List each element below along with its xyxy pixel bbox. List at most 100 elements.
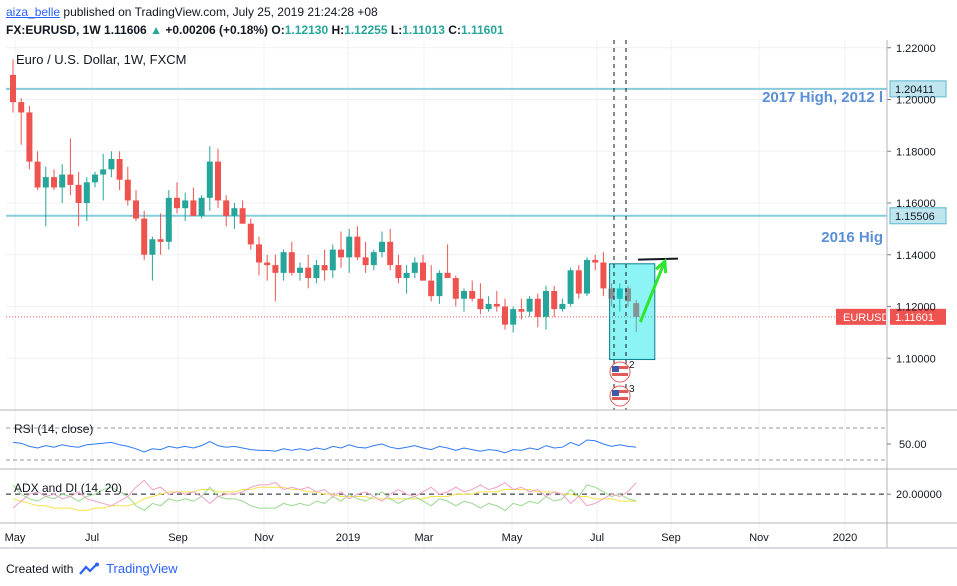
candle-body (223, 200, 230, 216)
candle-body (395, 265, 402, 279)
candle-body (280, 252, 287, 273)
candle-body (75, 184, 82, 204)
candle-body (272, 265, 279, 273)
candle-body (387, 241, 394, 266)
candle-body (329, 249, 336, 271)
time-tick-label: Sep (661, 532, 681, 544)
adx-series-minus-di (12, 479, 637, 509)
candle-body (452, 278, 459, 299)
time-axis: May Jul Sep Nov 2019 Mar May Jul Sep Nov 2020 (5, 532, 858, 544)
candle-body (10, 74, 16, 103)
level-price-label: 1.20411 (895, 84, 934, 96)
candle-body (288, 252, 295, 273)
candle-body (584, 259, 590, 294)
candle-body (108, 159, 115, 170)
candle-body (477, 298, 484, 310)
candle-body (526, 298, 533, 312)
candle-body (559, 303, 566, 310)
time-tick-label: Nov (254, 532, 274, 544)
rsi-label: RSI (14, close) (14, 422, 93, 436)
candle-body (592, 259, 599, 263)
candle-body (575, 270, 582, 294)
candle-body (469, 290, 476, 299)
chart-title: Euro / U.S. Dollar, 1W, FXCM (16, 52, 187, 67)
rsi-pane: 50.00 (6, 427, 927, 461)
candle-body (141, 218, 148, 255)
candle-body (370, 252, 377, 266)
candle-body (231, 208, 238, 216)
rsi-tick-label: 50.00 (899, 439, 927, 451)
candles-layer (10, 59, 640, 333)
open-value: 1.12130 (284, 23, 329, 37)
candle-body (338, 249, 344, 258)
last-price: 1.11606 (104, 23, 147, 37)
candle-body (305, 267, 312, 279)
candle-body (165, 197, 172, 242)
time-tick-label: 2019 (336, 532, 360, 544)
trend-line (637, 257, 679, 261)
candle-body (206, 161, 213, 198)
candle-body (502, 306, 508, 325)
candle-body (124, 179, 131, 201)
adx-tick-label: 20.00000 (896, 489, 942, 501)
projection-arrow-head (655, 258, 668, 274)
candle-body (616, 288, 623, 299)
chart-grid (6, 40, 887, 548)
event-count-label: 2 (629, 360, 635, 371)
author-link[interactable]: aiza_belle (6, 5, 61, 19)
time-tick-label: Jul (590, 532, 604, 544)
flag-canton (612, 366, 619, 372)
open-label: O: (271, 23, 285, 37)
adx-series-plus-di (12, 484, 637, 512)
candle-body (157, 239, 164, 242)
candle-body (321, 265, 328, 271)
candle-body (346, 236, 353, 258)
candle-body (182, 200, 189, 209)
price-tick-label: 1.22000 (896, 43, 936, 55)
up-arrow-icon: ▲ (150, 23, 162, 37)
candle-body (444, 272, 451, 279)
candle-body (543, 290, 549, 317)
candle-body (493, 303, 500, 307)
candle-body (461, 290, 467, 299)
candle-body (174, 197, 180, 209)
candle-body (551, 290, 558, 310)
candle-body (362, 257, 369, 266)
candle-body (18, 102, 25, 113)
candle-body (625, 288, 631, 302)
tradingview-brand[interactable]: TradingView (106, 561, 178, 576)
footer: Created with TradingView (6, 561, 178, 576)
high-value: 1.12255 (344, 23, 388, 37)
candle-body (264, 262, 271, 266)
candle-body (379, 241, 385, 253)
time-tick-label: Mar (415, 532, 434, 544)
publish-info: aiza_belle published on TradingView.com,… (6, 5, 378, 19)
candle-body (59, 174, 66, 188)
candle-body (534, 298, 541, 317)
candle-body (190, 200, 197, 216)
candle-body (485, 303, 492, 310)
published-text: published on TradingView.com, July 25, 2… (63, 5, 378, 19)
time-tick-label: May (502, 532, 523, 544)
candle-body (26, 112, 33, 162)
level-annotation: 2016 Hig (821, 229, 883, 246)
candle-body (34, 161, 41, 188)
close-label: C: (448, 23, 461, 37)
flag-canton (612, 390, 619, 396)
time-tick-label: Sep (168, 532, 188, 544)
candle-body (239, 208, 246, 224)
flag-stripe (612, 373, 628, 376)
adx-label: ADX and DI (14, 20) (14, 481, 122, 495)
price-tick-label: 1.16000 (896, 198, 936, 210)
candle-body (436, 272, 443, 297)
adx-pane: 20.00000 (6, 479, 942, 512)
candle-body (92, 174, 98, 183)
candle-body (510, 309, 517, 325)
price-change: +0.00206 (+0.18%) (165, 23, 269, 37)
candle-body (567, 270, 574, 304)
candle-body (297, 267, 303, 273)
time-tick-label: 2020 (833, 532, 857, 544)
flag-stripe (612, 366, 628, 369)
price-tick-label: 1.10000 (896, 353, 936, 365)
